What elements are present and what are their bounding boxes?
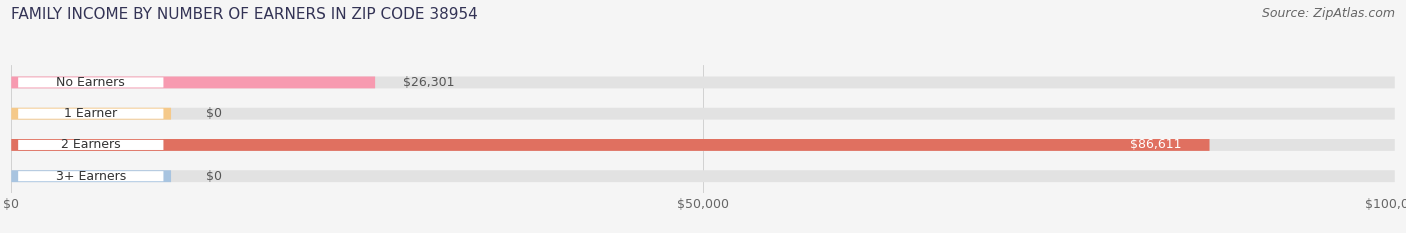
FancyBboxPatch shape bbox=[11, 170, 172, 182]
Text: 1 Earner: 1 Earner bbox=[65, 107, 117, 120]
FancyBboxPatch shape bbox=[18, 77, 163, 87]
FancyBboxPatch shape bbox=[18, 109, 163, 119]
FancyBboxPatch shape bbox=[18, 171, 163, 181]
FancyBboxPatch shape bbox=[11, 108, 1395, 120]
Text: 3+ Earners: 3+ Earners bbox=[56, 170, 127, 183]
FancyBboxPatch shape bbox=[11, 139, 1209, 151]
Text: $0: $0 bbox=[205, 170, 222, 183]
FancyBboxPatch shape bbox=[11, 76, 1395, 88]
Text: Source: ZipAtlas.com: Source: ZipAtlas.com bbox=[1261, 7, 1395, 20]
FancyBboxPatch shape bbox=[11, 139, 1395, 151]
FancyBboxPatch shape bbox=[11, 170, 1395, 182]
FancyBboxPatch shape bbox=[11, 76, 375, 88]
Text: $86,611: $86,611 bbox=[1130, 138, 1182, 151]
FancyBboxPatch shape bbox=[18, 140, 163, 150]
FancyBboxPatch shape bbox=[11, 108, 172, 120]
Text: 2 Earners: 2 Earners bbox=[60, 138, 121, 151]
Text: No Earners: No Earners bbox=[56, 76, 125, 89]
Text: FAMILY INCOME BY NUMBER OF EARNERS IN ZIP CODE 38954: FAMILY INCOME BY NUMBER OF EARNERS IN ZI… bbox=[11, 7, 478, 22]
Text: $0: $0 bbox=[205, 107, 222, 120]
Text: $26,301: $26,301 bbox=[402, 76, 454, 89]
